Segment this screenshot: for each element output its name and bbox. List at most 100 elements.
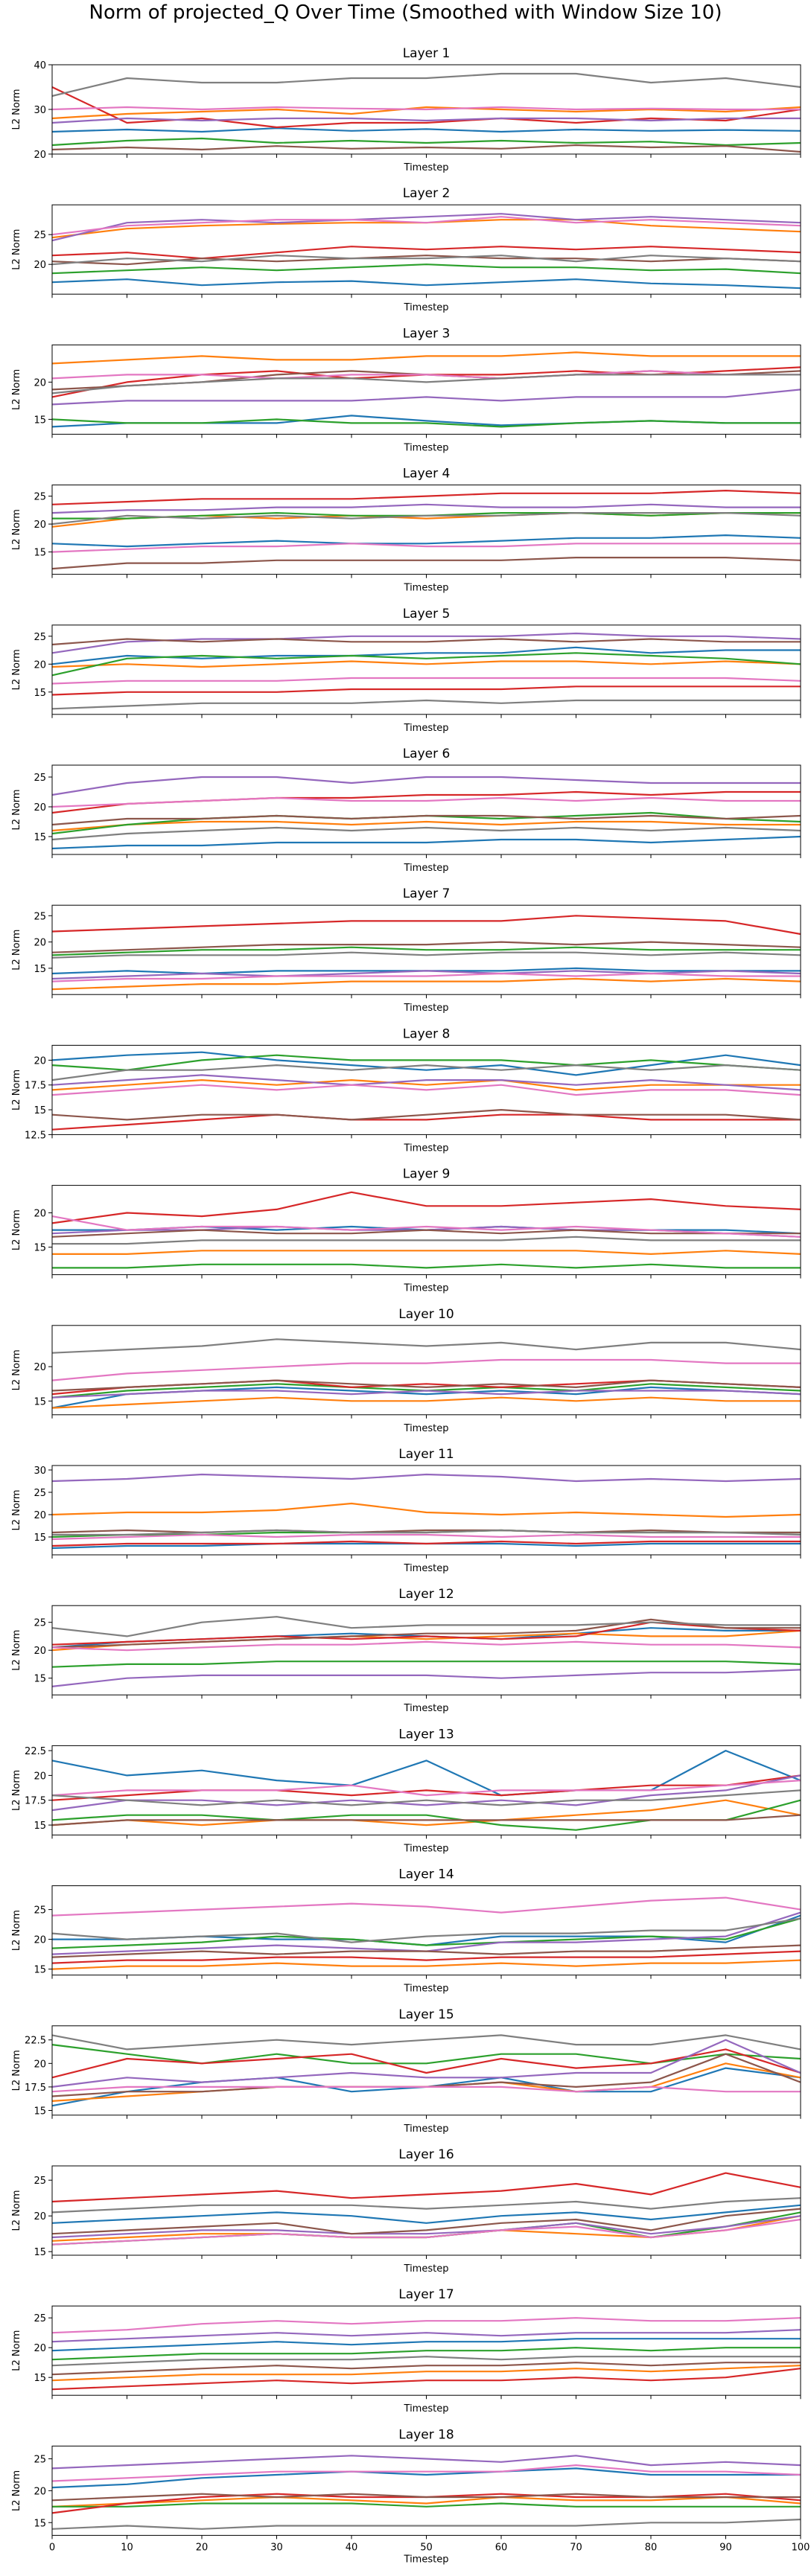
chart-title: Layer 17 bbox=[398, 2287, 454, 2302]
series-line-5 bbox=[51, 632, 801, 654]
series-line-6 bbox=[51, 557, 801, 570]
y-tick-label: 20 bbox=[34, 1646, 46, 1657]
series-line-2 bbox=[51, 977, 801, 991]
y-axis-label: L2 Norm bbox=[11, 1910, 22, 1951]
series-line-4 bbox=[51, 1540, 801, 1547]
y-tick-label: 25 bbox=[34, 911, 46, 922]
series-line-6 bbox=[51, 638, 801, 646]
y-axis-label: L2 Norm bbox=[11, 2050, 22, 2091]
series-line-4 bbox=[51, 2368, 801, 2391]
series-line-6 bbox=[51, 2208, 801, 2235]
x-tick-label: 0 bbox=[49, 2542, 55, 2553]
series-line-1 bbox=[51, 1051, 801, 1076]
chart-title: Layer 16 bbox=[398, 2147, 454, 2162]
series-line-8 bbox=[51, 2518, 801, 2530]
y-tick-label: 20 bbox=[34, 377, 46, 389]
layer-chart-8: Layer 8 12.5 15 17.5 20 Timestep L2 Norm bbox=[11, 1026, 801, 1154]
x-tick-label: 100 bbox=[792, 2542, 810, 2553]
x-axis-label: Timestep bbox=[404, 1563, 449, 1574]
series-line-6 bbox=[51, 144, 801, 153]
y-tick-label: 20 bbox=[34, 2486, 46, 2497]
chart-title: Layer 7 bbox=[403, 886, 451, 901]
y-axis-label: L2 Norm bbox=[11, 1489, 22, 1530]
chart-title: Layer 5 bbox=[403, 607, 451, 621]
x-axis-label: Timestep bbox=[404, 162, 449, 173]
series-line-3 bbox=[51, 2044, 801, 2065]
series-line-7 bbox=[51, 2086, 801, 2093]
series-line-4 bbox=[51, 246, 801, 260]
y-tick-label: 15 bbox=[34, 1243, 46, 1254]
y-axis-label: L2 Norm bbox=[11, 1070, 22, 1110]
x-tick-label: 80 bbox=[645, 2542, 658, 2553]
series-line-3 bbox=[51, 137, 801, 147]
y-tick-label: 20 bbox=[34, 260, 46, 271]
series-line-5 bbox=[51, 776, 801, 796]
series-line-8 bbox=[51, 2034, 801, 2051]
series-line-7 bbox=[51, 972, 801, 982]
series-line-2 bbox=[51, 1079, 801, 1091]
y-tick-label: 15 bbox=[34, 1821, 46, 1832]
series-line-6 bbox=[51, 2362, 801, 2376]
series-line-2 bbox=[51, 1959, 801, 1970]
layer-chart-14: Layer 14 15 20 25 Timestep L2 Norm bbox=[11, 1867, 801, 1995]
y-tick-label: 20 bbox=[34, 2343, 46, 2354]
chart-title: Layer 8 bbox=[403, 1026, 451, 1041]
series-line-7 bbox=[51, 2218, 801, 2246]
x-axis-label: Timestep bbox=[404, 1843, 449, 1854]
x-axis-label: Timestep bbox=[404, 723, 449, 734]
layer-chart-6: Layer 6 15 20 25 Timestep L2 Norm bbox=[11, 747, 801, 874]
y-tick-label: 17.5 bbox=[25, 1081, 46, 1092]
series-line-5 bbox=[51, 970, 801, 980]
x-axis-label: Timestep bbox=[404, 1283, 449, 1294]
layer-chart-15: Layer 15 15 17.5 20 22.5 Timestep L2 Norm bbox=[11, 2007, 801, 2135]
series-line-2 bbox=[51, 2365, 801, 2382]
series-line-6 bbox=[51, 370, 801, 391]
chart-title: Layer 13 bbox=[398, 1727, 454, 1742]
series-line-2 bbox=[51, 2496, 801, 2508]
series-line-6 bbox=[51, 1229, 801, 1238]
chart-title: Layer 12 bbox=[398, 1587, 454, 1602]
chart-title: Layer 4 bbox=[403, 467, 451, 482]
y-tick-label: 20 bbox=[34, 1055, 46, 1067]
y-tick-label: 15 bbox=[34, 688, 46, 699]
chart-title: Layer 14 bbox=[398, 1867, 454, 1882]
series-line-4 bbox=[51, 1774, 801, 1801]
y-tick-label: 20 bbox=[34, 1209, 46, 1220]
layer-chart-11: Layer 11 15 20 25 30 Timestep L2 Norm bbox=[11, 1447, 801, 1574]
series-line-3 bbox=[51, 418, 801, 428]
series-line-8 bbox=[51, 1789, 801, 1806]
series-line-3 bbox=[51, 1054, 801, 1071]
series-line-4 bbox=[51, 2048, 801, 2079]
chart-title: Layer 15 bbox=[398, 2007, 454, 2022]
series-line-3 bbox=[51, 2347, 801, 2361]
y-tick-label: 15 bbox=[34, 964, 46, 975]
layer-chart-10: Layer 10 15 20 Timestep L2 Norm bbox=[11, 1307, 801, 1434]
x-tick-label: 90 bbox=[719, 2542, 732, 2553]
series-line-7 bbox=[51, 1780, 801, 1797]
series-line-8 bbox=[51, 512, 801, 525]
series-line-4 bbox=[51, 1621, 801, 1646]
y-tick-label: 25 bbox=[34, 632, 46, 643]
series-line-8 bbox=[51, 2197, 801, 2214]
series-line-7 bbox=[51, 677, 801, 685]
series-line-5 bbox=[51, 1074, 801, 1091]
y-tick-label: 22.5 bbox=[25, 1746, 46, 1757]
chart-title: Layer 11 bbox=[398, 1447, 454, 1462]
series-line-7 bbox=[51, 1084, 801, 1096]
x-tick-label: 20 bbox=[196, 2542, 209, 2553]
series-line-7 bbox=[51, 370, 801, 380]
series-line-4 bbox=[51, 1950, 801, 1964]
series-line-7 bbox=[51, 543, 801, 553]
y-tick-label: 15 bbox=[34, 1396, 46, 1407]
layer-chart-7: Layer 7 15 20 25 Timestep L2 Norm bbox=[11, 886, 801, 1014]
series-line-2 bbox=[51, 1502, 801, 1518]
x-axis-label: Timestep bbox=[404, 1142, 449, 1154]
y-tick-label: 20 bbox=[34, 938, 46, 949]
figure-title: Norm of projected_Q Over Time (Smoothed … bbox=[89, 1, 722, 24]
series-line-1 bbox=[51, 278, 801, 290]
chart-title: Layer 3 bbox=[403, 326, 451, 341]
series-line-5 bbox=[51, 1473, 801, 1483]
y-axis-label: L2 Norm bbox=[11, 369, 22, 410]
y-tick-label: 25 bbox=[34, 1618, 46, 1629]
